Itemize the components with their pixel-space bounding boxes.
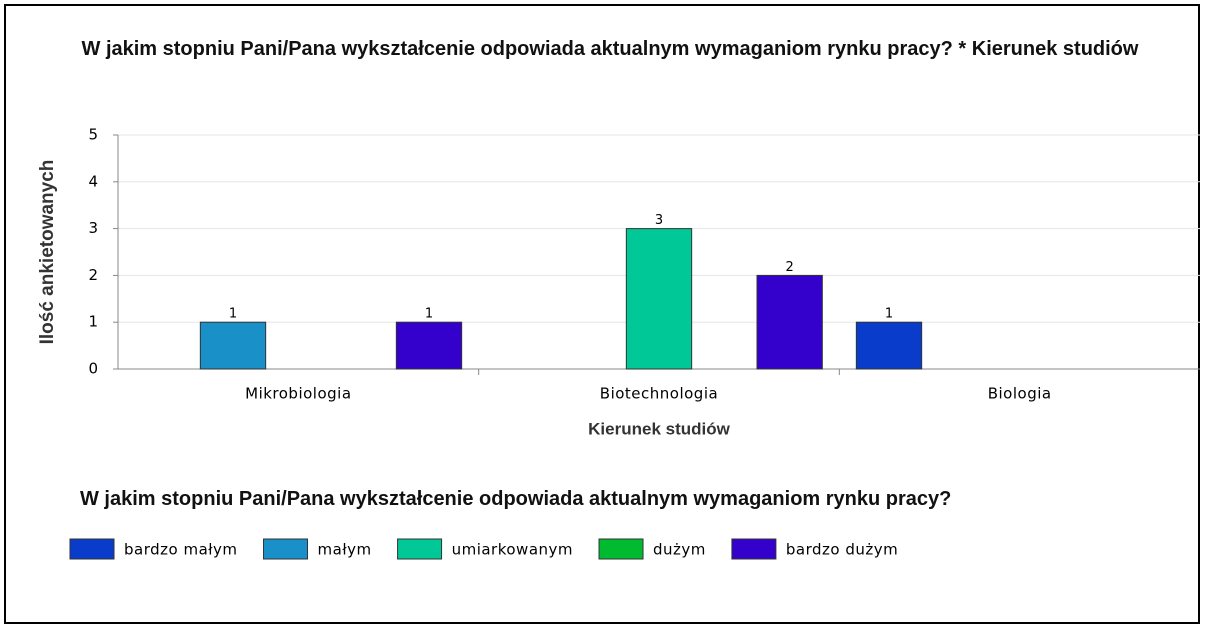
y-tick-label: 0: [88, 360, 98, 378]
y-tick-label: 2: [88, 266, 98, 284]
x-tick-label: Mikrobiologia: [245, 385, 351, 403]
legend-label: umiarkowanym: [452, 541, 573, 559]
chart: 0 1 2 3 4 5 Ilość ankietowanych Kierunek studió…: [37, 126, 1200, 560]
y-axis-label: Ilość ankietowanych: [37, 160, 58, 345]
bar: [756, 274, 823, 370]
x-tick-label: Biotechnologia: [600, 385, 718, 403]
bar: [855, 321, 923, 370]
legend-swatch: [263, 538, 309, 560]
legend-swatch: [598, 538, 644, 560]
value-label: 1: [229, 307, 237, 322]
y-tick-label: 3: [88, 219, 98, 237]
y-tick-label: 4: [88, 172, 98, 190]
legend-label: dużym: [653, 541, 706, 559]
bar: [199, 321, 267, 370]
value-label: 1: [885, 307, 893, 322]
x-tick-label: Biologia: [988, 385, 1052, 403]
bar: [395, 321, 463, 370]
legend-label: bardzo dużym: [786, 541, 898, 559]
x-axis-label: Kierunek studiów: [588, 419, 730, 438]
legend-swatch: [69, 538, 115, 560]
value-label: 2: [786, 260, 794, 275]
legend-title: W jakim stopniu Pani/Pana wykształcenie …: [80, 488, 952, 510]
legend-swatch: [397, 538, 443, 560]
legend-swatch: [731, 538, 777, 560]
bar: [625, 228, 693, 370]
y-tick-label: 5: [88, 126, 98, 144]
page: 0 1 2 3 4 5 Ilość ankietowanych Kierunek studió…: [4, 4, 1200, 624]
legend-label: małym: [318, 541, 372, 559]
chart-title: W jakim stopniu Pani/Pana wykształcenie …: [81, 38, 1139, 60]
y-tick-label: 1: [88, 313, 98, 331]
value-label: 3: [655, 213, 663, 228]
value-label: 1: [425, 307, 433, 322]
legend-label: bardzo małym: [124, 541, 238, 559]
